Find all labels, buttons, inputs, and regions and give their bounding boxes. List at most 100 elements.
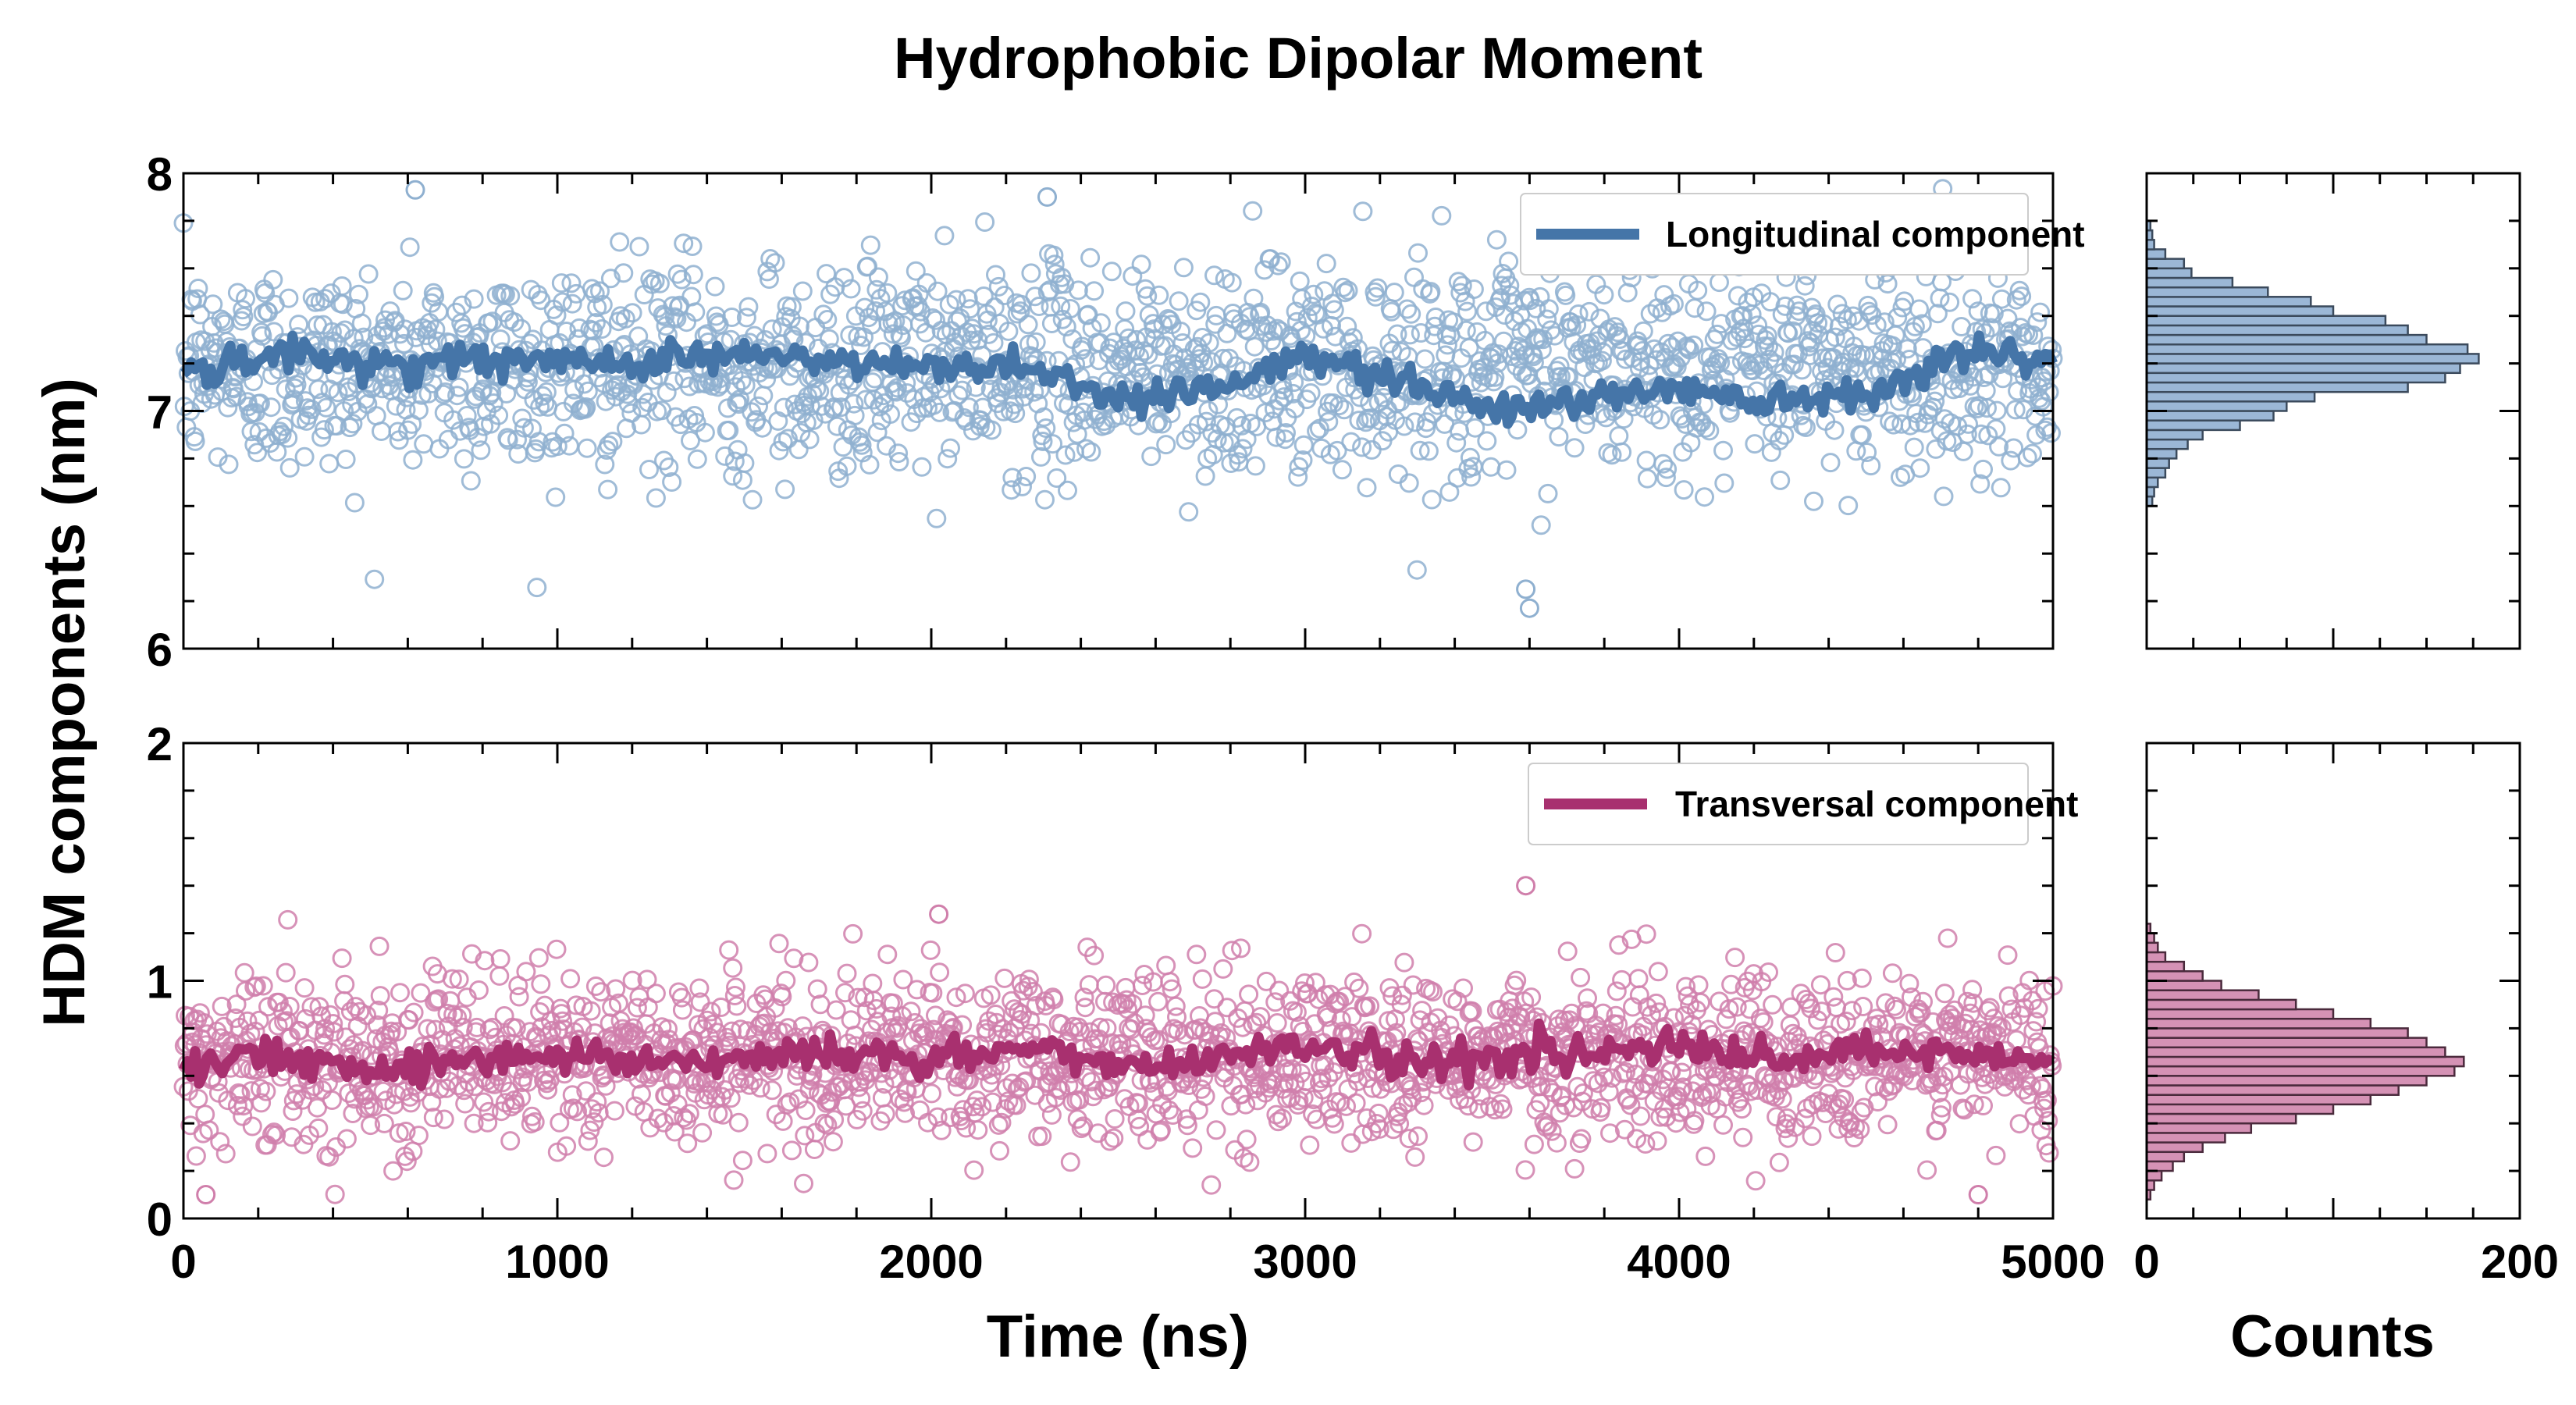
scatter-point: [500, 286, 521, 306]
scatter-point: [2041, 423, 2061, 443]
scatter-point: [851, 1089, 871, 1108]
scatter-point: [1266, 427, 1286, 447]
scatter-point: [1343, 328, 1363, 348]
scatter-point: [1300, 383, 1321, 403]
scatter-point: [604, 1101, 624, 1121]
scatter-point: [1973, 1096, 1993, 1115]
scatter-point: [1311, 1069, 1332, 1089]
scatter-point: [551, 1004, 571, 1024]
scatter-point: [1552, 1086, 1572, 1105]
scatter-point: [1453, 978, 1473, 998]
scatter-point: [941, 438, 960, 458]
scatter-point: [358, 264, 379, 284]
scatter-point: [1987, 400, 2007, 421]
hist-bar: [2145, 980, 2222, 991]
scatter-point: [455, 1094, 475, 1114]
scatter-point: [724, 1170, 744, 1190]
scatter-point: [1783, 1023, 1803, 1044]
hist-bar: [2145, 1112, 2297, 1125]
longitudinal-histogram-panel: [2145, 172, 2521, 650]
scatter-point: [1069, 1090, 1090, 1110]
scatter-point: [930, 402, 950, 422]
scatter-point: [511, 318, 532, 339]
scatter-point: [449, 377, 469, 397]
scatter-point: [1542, 1121, 1562, 1141]
scatter-point: [632, 397, 653, 418]
scatter-point: [1791, 360, 1812, 380]
scatter-point: [756, 369, 777, 389]
transversal-ticks: 0 1 2 0 1000 2000 3000 4000 5000: [147, 718, 2105, 1288]
scatter-point: [1786, 306, 1806, 326]
scatter-point: [577, 438, 597, 458]
scatter-point: [1244, 336, 1265, 357]
hist-bar: [2145, 258, 2186, 270]
scatter-point: [1812, 1001, 1832, 1022]
scatter-point: [1989, 436, 2009, 457]
scatter-point: [1880, 411, 1900, 432]
scatter-point: [1060, 299, 1080, 318]
scatter-point: [249, 422, 269, 442]
scatter-point: [531, 974, 551, 994]
scatter-point: [1772, 1089, 1792, 1109]
scatter-point: [408, 1126, 429, 1146]
scatter-point: [1019, 969, 1039, 990]
scatter-point: [1564, 438, 1585, 458]
scatter-point: [301, 400, 322, 419]
scatter-point: [1128, 1094, 1148, 1114]
scatter-point: [1658, 333, 1678, 354]
scatter-point: [1977, 398, 1997, 418]
scatter-point: [322, 1090, 342, 1110]
scatter-point: [489, 966, 510, 986]
scatter-point: [946, 987, 966, 1008]
scatter-point: [1900, 1058, 1920, 1079]
hist-bar: [2145, 1141, 2204, 1154]
scatter-point: [1663, 293, 1684, 314]
scatter-point: [646, 488, 666, 508]
scatter-point: [1276, 423, 1296, 443]
scatter-point: [1137, 286, 1158, 306]
scatter-point: [1872, 341, 1892, 361]
scatter-point: [837, 456, 857, 476]
scatter-point: [1685, 298, 1705, 318]
scatter-point: [241, 1081, 262, 1101]
scatter-point: [596, 391, 616, 411]
scatter-point: [1653, 454, 1674, 474]
scatter-point: [1315, 281, 1335, 301]
scatter-point: [550, 1112, 570, 1133]
scatter-point: [980, 985, 1001, 1005]
scatter-point: [2005, 400, 2026, 420]
scatter-point: [468, 427, 488, 447]
scatter-point: [760, 249, 781, 269]
scatter-point: [664, 1122, 685, 1142]
hist-bar: [2145, 1055, 2465, 1068]
hist-bar: [2145, 1046, 2446, 1058]
scatter-point: [769, 934, 789, 954]
scatter-point: [991, 1112, 1012, 1133]
scatter-point: [1386, 1023, 1407, 1043]
scatter-point: [1927, 304, 1948, 324]
scatter-point: [218, 397, 238, 418]
scatter-point: [1047, 468, 1067, 488]
scatter-point: [266, 1125, 286, 1145]
x-tick-label: 200: [2481, 1236, 2559, 1288]
hist-bar: [2145, 1017, 2372, 1030]
scatter-point: [1684, 335, 1704, 355]
scatter-point: [775, 479, 795, 500]
scatter-point: [639, 460, 659, 479]
scatter-point: [1515, 1160, 1535, 1180]
scatter-point: [610, 232, 630, 252]
scatter-point: [1432, 205, 1452, 226]
scatter-point: [1179, 502, 1199, 522]
scatter-point: [1073, 336, 1092, 357]
scatter-point: [1832, 304, 1852, 324]
scatter-point: [1316, 254, 1336, 274]
scatter-point: [1414, 1095, 1434, 1115]
scatter-point: [1195, 466, 1215, 486]
scatter-point: [308, 379, 329, 400]
scatter-point: [1981, 318, 2001, 338]
scatter-point: [328, 382, 348, 403]
scatter-point: [389, 1123, 409, 1144]
scatter-point: [584, 1112, 604, 1132]
scatter-point: [1104, 1128, 1124, 1148]
scatter-point: [662, 472, 682, 492]
